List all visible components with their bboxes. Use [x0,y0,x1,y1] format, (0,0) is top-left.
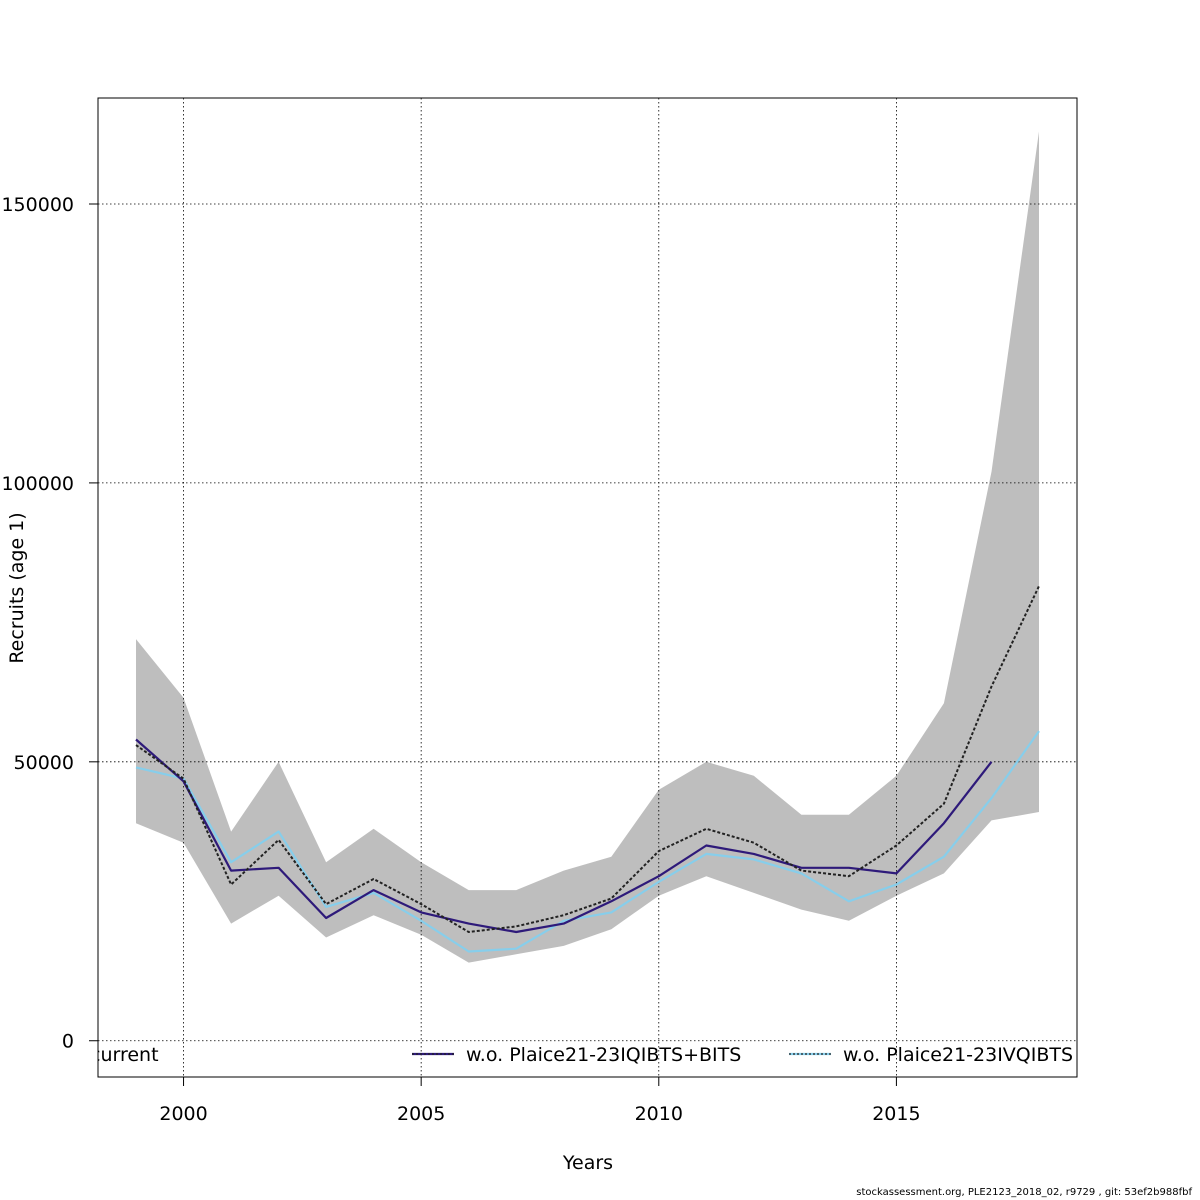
x-axis-label: Years [562,1152,613,1174]
x-tick-label: 2005 [397,1103,445,1125]
series-line-2 [135,738,993,934]
y-axis-label: Recruits (age 1) [6,512,28,663]
y-tick-label: 50000 [14,752,74,774]
series-line-3 [135,730,1040,953]
legend-label: current [90,1044,159,1066]
x-tick-label: 2015 [872,1103,920,1125]
series-line-1 [135,585,1040,933]
x-tick-label: 2000 [159,1103,207,1125]
y-tick-label: 150000 [1,194,74,216]
plot-frame [97,97,1078,1078]
legend-label: w.o. Plaice21-23IVQIBTS [843,1044,1073,1066]
y-axis-ticks: 0 50000 100000 150000 [1,194,98,1053]
legend-label: w.o. Plaice21-23IQIBTS+BITS [466,1044,741,1066]
confidence-band-layer [136,131,1039,963]
y-tick-label: 0 [62,1031,74,1053]
legend: current w.o. Plaice21-23IQIBTS+BITS w.o. P… [90,1044,1073,1066]
series-lines [135,585,1040,953]
footer-credit: stockassessment.org, PLE2123_2018_02, r9… [856,1187,1192,1198]
y-tick-label: 100000 [1,473,74,495]
confidence-band [136,131,1039,963]
gridlines [98,98,1077,1077]
x-axis-ticks: 2000 2005 2010 2015 [159,1077,921,1125]
x-tick-label: 2010 [635,1103,683,1125]
